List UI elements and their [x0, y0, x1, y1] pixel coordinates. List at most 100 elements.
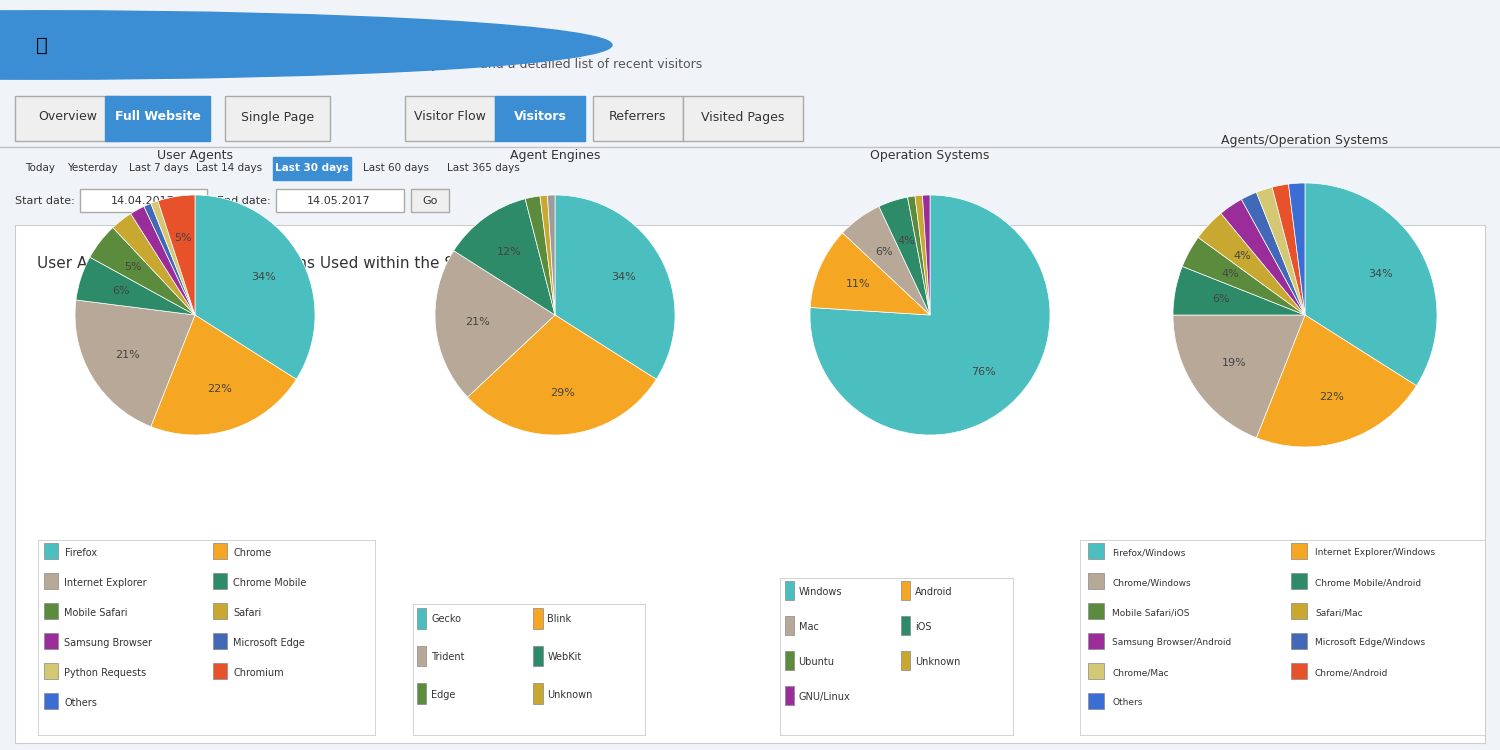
FancyBboxPatch shape: [80, 189, 207, 212]
Text: 4%: 4%: [1221, 268, 1239, 279]
FancyBboxPatch shape: [534, 646, 543, 666]
Wedge shape: [453, 199, 555, 315]
Text: Others: Others: [1113, 698, 1143, 707]
Title: Agents/Operation Systems: Agents/Operation Systems: [1221, 134, 1389, 148]
Text: Trident: Trident: [430, 652, 465, 662]
Wedge shape: [843, 206, 930, 315]
FancyBboxPatch shape: [411, 189, 448, 212]
FancyBboxPatch shape: [902, 651, 910, 670]
Text: Mobile Safari: Mobile Safari: [64, 608, 128, 617]
Wedge shape: [915, 195, 930, 315]
Wedge shape: [1173, 266, 1305, 315]
Text: Samsung Browser: Samsung Browser: [64, 638, 153, 647]
Text: Samsung Browser/Android: Samsung Browser/Android: [1113, 638, 1232, 647]
Circle shape: [0, 10, 612, 80]
Wedge shape: [1257, 188, 1305, 315]
Text: Visitor Flow: Visitor Flow: [414, 110, 486, 124]
Wedge shape: [1272, 184, 1305, 315]
Wedge shape: [130, 206, 195, 315]
Text: Referrers: Referrers: [609, 110, 666, 124]
Wedge shape: [144, 203, 195, 315]
Text: Unknown: Unknown: [548, 689, 592, 700]
Text: 22%: 22%: [1318, 392, 1344, 401]
FancyBboxPatch shape: [784, 686, 794, 706]
Text: Unknown: Unknown: [915, 657, 960, 668]
Text: Chrome: Chrome: [234, 548, 272, 557]
Text: 🌐: 🌐: [36, 35, 48, 55]
Text: Last 14 days: Last 14 days: [196, 164, 262, 173]
FancyBboxPatch shape: [45, 572, 57, 589]
Wedge shape: [112, 214, 195, 315]
Text: 21%: 21%: [116, 350, 140, 360]
Text: Start date:: Start date:: [15, 196, 75, 206]
FancyBboxPatch shape: [1290, 572, 1306, 589]
FancyBboxPatch shape: [784, 651, 794, 670]
Wedge shape: [908, 196, 930, 315]
Wedge shape: [90, 227, 195, 315]
Text: Microsoft Edge/Windows: Microsoft Edge/Windows: [1316, 638, 1425, 647]
FancyBboxPatch shape: [225, 96, 330, 141]
Wedge shape: [435, 251, 555, 398]
Text: 14.05.2017: 14.05.2017: [308, 196, 370, 206]
FancyBboxPatch shape: [45, 632, 57, 649]
Text: 29%: 29%: [550, 388, 574, 398]
Text: Edge: Edge: [430, 689, 456, 700]
Wedge shape: [75, 300, 195, 427]
Text: Others: Others: [64, 698, 98, 707]
FancyBboxPatch shape: [1088, 572, 1104, 589]
FancyBboxPatch shape: [405, 96, 495, 141]
Text: Mobile Safari/iOS: Mobile Safari/iOS: [1113, 608, 1190, 617]
FancyBboxPatch shape: [213, 602, 226, 619]
Text: Internet Explorer: Internet Explorer: [64, 578, 147, 587]
Wedge shape: [540, 195, 555, 315]
FancyBboxPatch shape: [1088, 662, 1104, 679]
Wedge shape: [76, 257, 195, 315]
Text: Website Visitors: Website Visitors: [82, 13, 312, 38]
Text: 34%: 34%: [610, 272, 636, 283]
Text: Go: Go: [422, 196, 438, 206]
Text: Chrome/Windows: Chrome/Windows: [1113, 578, 1191, 587]
FancyBboxPatch shape: [1290, 602, 1306, 619]
Text: 21%: 21%: [465, 317, 489, 327]
Text: 4%: 4%: [1233, 251, 1251, 261]
Wedge shape: [555, 195, 675, 380]
FancyBboxPatch shape: [784, 616, 794, 635]
Text: 4%: 4%: [897, 236, 915, 246]
Text: 6%: 6%: [112, 286, 129, 296]
Text: Distribution of remote client's browsers and operation systems and a detailed li: Distribution of remote client's browsers…: [82, 58, 702, 71]
Wedge shape: [1173, 315, 1305, 438]
Text: Chrome/Android: Chrome/Android: [1316, 668, 1389, 677]
Wedge shape: [1182, 238, 1305, 315]
Text: GNU/Linux: GNU/Linux: [798, 692, 850, 702]
Title: Operation Systems: Operation Systems: [870, 149, 990, 163]
Wedge shape: [1242, 192, 1305, 315]
Wedge shape: [195, 195, 315, 380]
Text: 76%: 76%: [970, 367, 996, 376]
Text: Last 60 days: Last 60 days: [363, 164, 429, 173]
Wedge shape: [1305, 183, 1437, 386]
Text: Gecko: Gecko: [430, 614, 460, 625]
FancyBboxPatch shape: [213, 632, 226, 649]
Text: 5%: 5%: [124, 262, 142, 272]
FancyBboxPatch shape: [273, 157, 351, 181]
Text: Chrome Mobile: Chrome Mobile: [234, 578, 306, 587]
Wedge shape: [1288, 183, 1305, 315]
Text: Visited Pages: Visited Pages: [700, 110, 784, 124]
Text: Ubuntu: Ubuntu: [798, 657, 834, 668]
FancyBboxPatch shape: [213, 662, 226, 679]
Text: 12%: 12%: [496, 247, 522, 257]
Text: Last 30 days: Last 30 days: [274, 164, 350, 173]
Text: Microsoft Edge: Microsoft Edge: [234, 638, 304, 647]
Title: Agent Engines: Agent Engines: [510, 149, 600, 163]
FancyBboxPatch shape: [417, 683, 426, 703]
Text: Firefox/Windows: Firefox/Windows: [1113, 548, 1186, 557]
Text: Internet Explorer/Windows: Internet Explorer/Windows: [1316, 548, 1436, 557]
FancyBboxPatch shape: [1290, 662, 1306, 679]
Text: Full Website: Full Website: [114, 110, 201, 124]
FancyBboxPatch shape: [45, 602, 57, 619]
Wedge shape: [810, 195, 1050, 435]
Wedge shape: [879, 197, 930, 315]
Wedge shape: [152, 315, 297, 435]
Wedge shape: [1221, 200, 1305, 315]
FancyBboxPatch shape: [45, 692, 57, 709]
